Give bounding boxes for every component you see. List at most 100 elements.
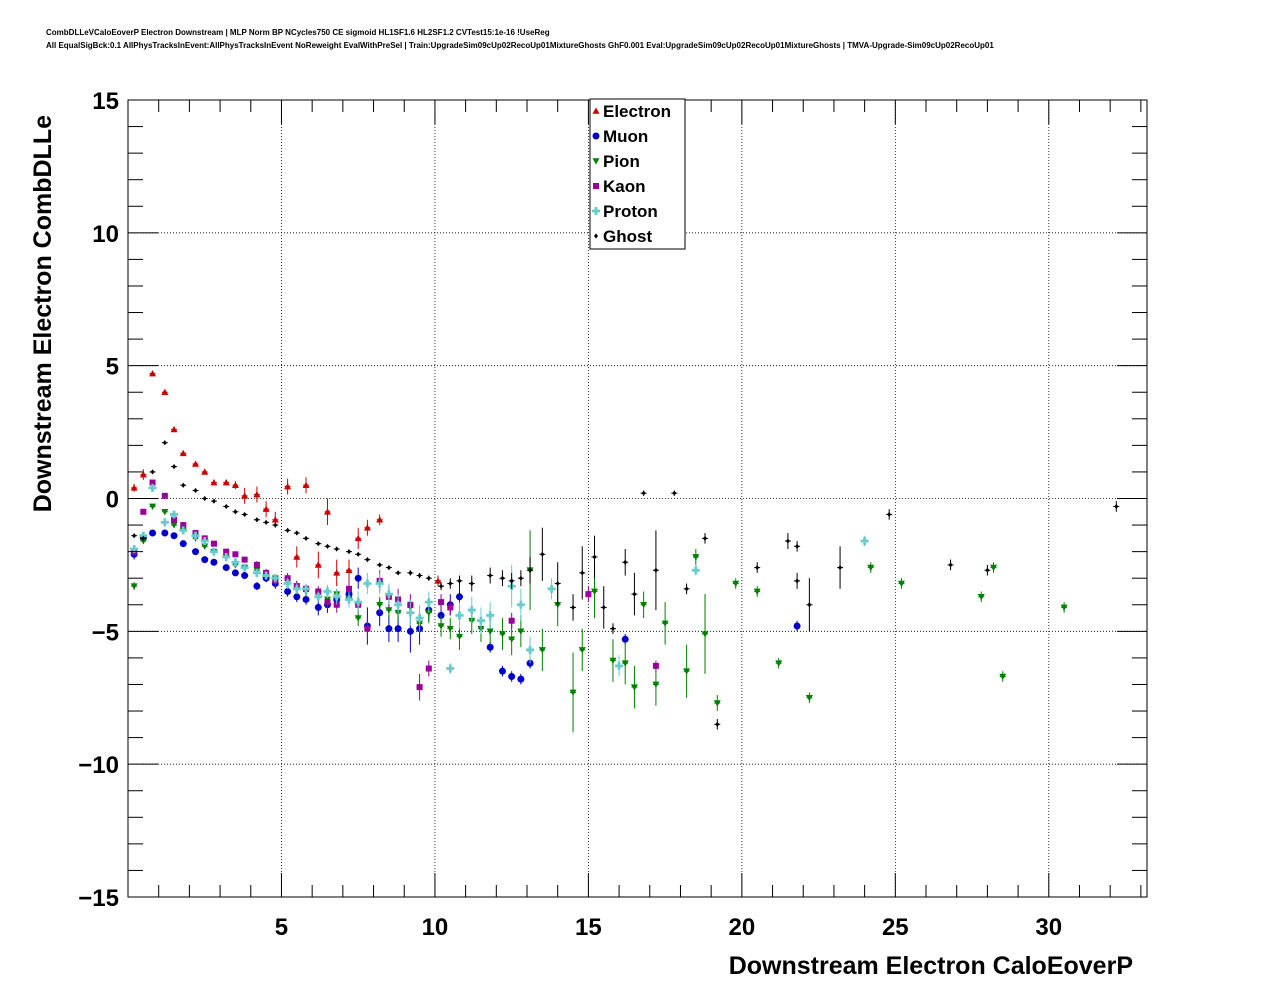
data-point-ghost (592, 554, 597, 560)
data-point-electron (161, 388, 169, 396)
data-point-pion (867, 564, 875, 572)
data-point-proton (292, 584, 301, 593)
data-point-ghost (838, 564, 843, 571)
data-point-ghost (985, 567, 990, 573)
data-point-ghost (417, 572, 422, 579)
data-point-electron (293, 553, 301, 560)
data-point-muon (508, 672, 516, 680)
data-point-pion (1060, 604, 1068, 611)
legend-marker-electron (592, 107, 600, 114)
y-tick-label: 5 (106, 354, 119, 381)
data-point-electron (201, 468, 209, 475)
data-point-pion (569, 689, 577, 696)
data-point-muon (253, 582, 261, 590)
data-point-kaon (210, 540, 217, 547)
chart-title-line-2: All EqualSigBck:0.1 AllPhysTracksInEvent… (46, 41, 994, 50)
data-point-muon (293, 593, 301, 601)
data-point-electron (192, 460, 200, 467)
data-point-proton (446, 664, 455, 673)
data-point-ghost (132, 533, 137, 539)
data-point-proton (271, 574, 280, 583)
data-point-ghost (457, 578, 462, 584)
data-point-pion (149, 503, 157, 510)
data-point-pion (130, 583, 138, 590)
data-point-ghost (162, 440, 167, 446)
data-point-proton (302, 584, 311, 593)
data-point-ghost (294, 530, 299, 536)
data-point-electron (170, 425, 178, 433)
legend-label-electron: Electron (603, 102, 671, 121)
data-point-pion (609, 657, 617, 665)
y-tick-label: 10 (92, 221, 119, 248)
data-point-kaon (171, 516, 178, 523)
data-point-proton (139, 531, 148, 540)
data-point-kaon (324, 599, 331, 606)
data-point-ghost (755, 564, 760, 571)
data-point-muon (179, 540, 187, 548)
data-point-muon (192, 548, 200, 556)
legend-marker-kaon (593, 183, 599, 189)
grid (128, 100, 1147, 897)
data-point-electron (262, 505, 270, 512)
data-point-pion (554, 601, 562, 609)
data-point-muon (394, 625, 402, 633)
data-point-kaon (508, 617, 515, 624)
data-point-proton (200, 537, 209, 546)
data-point-proton (222, 552, 231, 561)
data-point-ghost (672, 490, 677, 496)
data-point-muon (385, 625, 393, 633)
data-point-pion (446, 625, 454, 633)
y-tick-label: 15 (92, 88, 119, 115)
data-point-ghost (150, 469, 155, 475)
data-point-proton (467, 606, 476, 615)
series-proton (130, 483, 869, 677)
data-point-ghost (426, 575, 431, 581)
data-point-muon (455, 593, 463, 601)
data-point-muon (486, 643, 494, 651)
data-point-ghost (887, 511, 892, 518)
y-tick-label: −15 (78, 885, 119, 912)
chart-title-line-1: CombDLLeVCaloEoverP Electron Downstream … (46, 28, 550, 37)
data-point-ghost (172, 464, 177, 470)
data-point-pion (425, 609, 433, 617)
data-point-pion (621, 660, 629, 667)
data-point-pion (376, 601, 384, 609)
data-point-pion (170, 522, 178, 529)
data-point-ghost (211, 498, 216, 504)
data-point-ghost (528, 567, 533, 573)
series-muon (130, 529, 801, 685)
data-point-electron (314, 561, 322, 568)
x-tick-label: 10 (422, 914, 449, 941)
data-point-ghost (224, 503, 229, 510)
data-point-kaon (438, 599, 445, 606)
data-point-kaon (232, 551, 239, 558)
data-point-ghost (242, 511, 247, 518)
data-point-proton (394, 600, 403, 609)
data-point-electron (253, 491, 261, 498)
data-point-muon (210, 558, 218, 566)
data-point-ghost (540, 551, 545, 557)
data-point-muon (498, 667, 506, 675)
data-point-proton (262, 571, 271, 580)
series-electron (130, 370, 442, 587)
data-point-proton (476, 616, 485, 625)
legend-label-pion: Pion (603, 152, 640, 171)
data-point-ghost (1114, 503, 1119, 510)
data-point-ghost (571, 604, 576, 611)
data-point-proton (323, 587, 332, 596)
data-point-pion (701, 631, 709, 638)
data-points (130, 370, 1120, 733)
data-point-muon (149, 529, 157, 537)
data-point-electron (324, 508, 332, 515)
data-point-pion (805, 694, 813, 702)
data-point-ghost (601, 604, 606, 611)
data-point-pion (713, 700, 721, 707)
data-point-ghost (509, 578, 514, 584)
data-point-ghost (346, 549, 351, 555)
data-point-proton (314, 592, 323, 601)
axis-ticks: 5 10 15 20 25 30 −15 −10 −5 0 5 10 15 (78, 88, 1147, 941)
data-point-pion (508, 636, 516, 643)
data-point-ghost (703, 535, 708, 541)
data-point-pion (139, 538, 147, 545)
data-point-kaon (447, 604, 454, 611)
